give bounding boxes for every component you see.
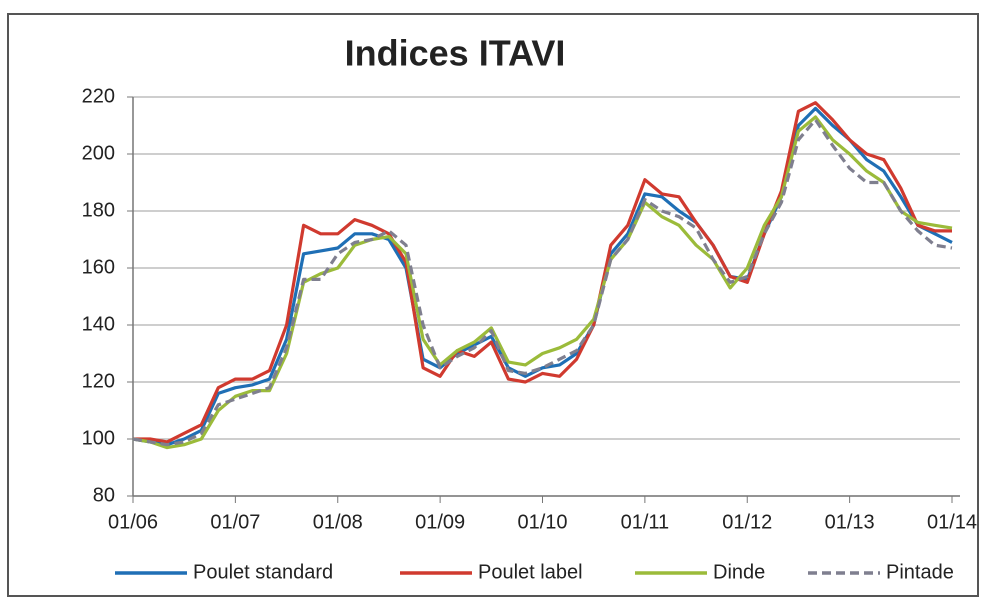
- legend-label: Poulet label: [478, 561, 583, 583]
- x-tick-label: 01/14: [927, 511, 977, 533]
- series-line: [133, 101, 952, 444]
- legend-label: Dinde: [713, 561, 765, 583]
- y-tick-label: 220: [82, 85, 115, 107]
- x-tick-label: 01/12: [722, 511, 772, 533]
- y-tick-label: 200: [82, 142, 115, 164]
- y-tick-label: 180: [82, 199, 115, 221]
- legend-label: Pintade: [886, 561, 954, 583]
- series-line: [132, 115, 953, 450]
- y-tick-label: 100: [82, 427, 115, 449]
- x-tick-label: 01/07: [210, 511, 260, 533]
- series-line: [132, 118, 953, 447]
- series-line: [132, 106, 953, 447]
- x-tick-label: 01/09: [415, 511, 465, 533]
- x-tick-label: 01/08: [313, 511, 363, 533]
- y-tick-label: 140: [82, 313, 115, 335]
- legend-label: Poulet standard: [193, 561, 333, 583]
- x-tick-label: 01/11: [621, 511, 670, 533]
- chart-title: Indices ITAVI: [345, 33, 566, 74]
- y-tick-label: 120: [82, 370, 115, 392]
- y-tick-label: 80: [93, 484, 115, 506]
- x-tick-label: 01/10: [517, 511, 567, 533]
- x-tick-label: 01/13: [825, 511, 875, 533]
- y-tick-label: 160: [82, 256, 115, 278]
- chart-frame: [7, 13, 979, 597]
- x-tick-label: 01/06: [108, 511, 158, 533]
